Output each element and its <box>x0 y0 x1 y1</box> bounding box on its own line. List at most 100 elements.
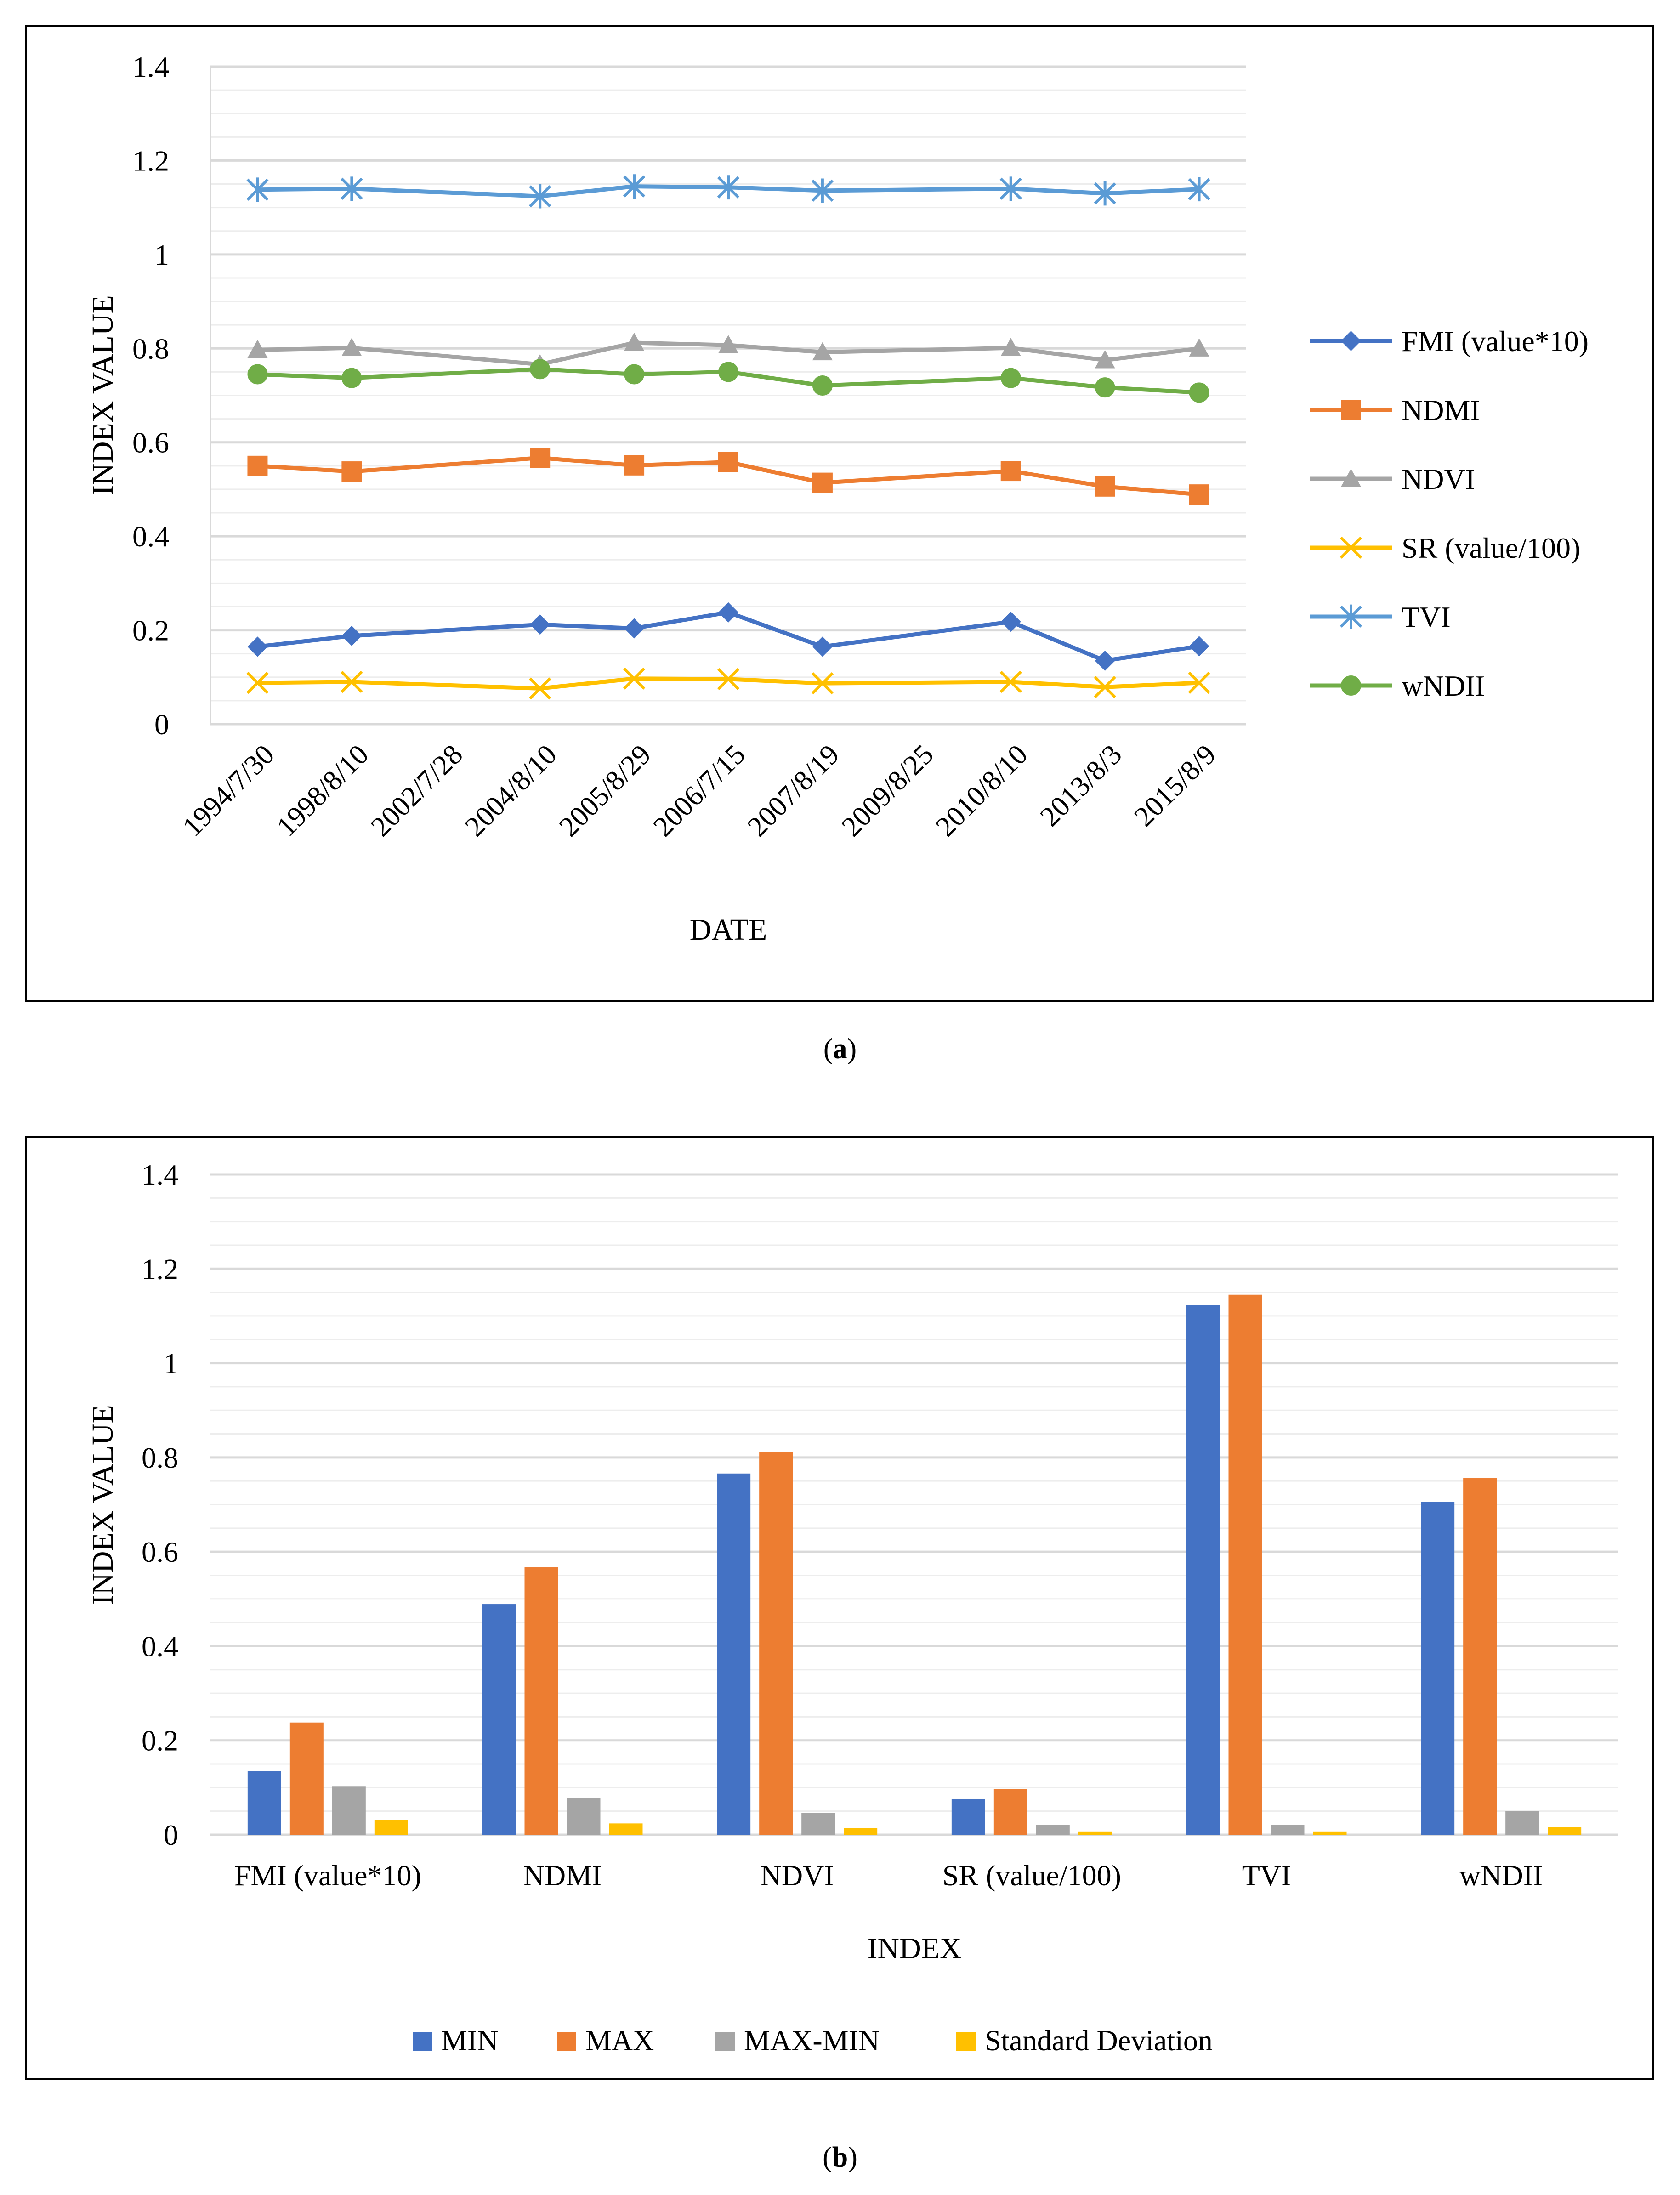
bar-min <box>717 1473 751 1835</box>
legend-marker <box>1341 400 1361 420</box>
figure-b-frame <box>25 1136 1654 2080</box>
data-point-wndii <box>1000 368 1021 388</box>
legend-item-ndvi: NDVI <box>1310 463 1475 495</box>
data-point-sr-value-100 <box>717 668 740 690</box>
legend-item-sr-value-100: SR (value/100) <box>1310 532 1580 564</box>
legend-item-max-min: MAX-MIN <box>715 2024 880 2057</box>
data-point-ndmi <box>1189 484 1209 505</box>
bar-max <box>993 1789 1027 1835</box>
data-point-sr-value-100 <box>341 670 363 693</box>
bar-group-sr-value-100 <box>951 1789 1112 1835</box>
x-axis-title: INDEX <box>867 1932 961 1965</box>
bar-max-min <box>332 1786 366 1835</box>
y-tick-label: 0.4 <box>132 520 169 553</box>
x-axis-title: DATE <box>690 913 767 947</box>
data-point-fmi-value-10 <box>1095 651 1115 671</box>
data-point-fmi-value-10 <box>341 625 362 646</box>
data-point-fmi-value-10 <box>1000 612 1021 632</box>
bar-max <box>1463 1478 1497 1835</box>
data-point-sr-value-100 <box>1094 676 1116 698</box>
data-point-wndii <box>530 359 551 380</box>
data-point-ndvi <box>341 338 362 356</box>
bar-min <box>951 1798 985 1835</box>
series-tvi <box>246 174 1210 209</box>
y-tick-label: 1.4 <box>142 1158 178 1191</box>
data-point-fmi-value-10 <box>1189 636 1209 657</box>
legend-marker <box>1341 331 1361 351</box>
data-point-ndvi <box>1095 350 1115 369</box>
data-point-sr-value-100 <box>1188 671 1210 694</box>
bar-max <box>289 1722 324 1835</box>
legend-label: FMI (value*10) <box>1402 325 1589 357</box>
data-point-tvi <box>341 176 363 201</box>
data-point-ndmi <box>247 455 268 476</box>
legend-item-ndmi: NDMI <box>1310 394 1480 426</box>
bar-min <box>1186 1305 1220 1835</box>
bar-group-ndvi <box>717 1452 878 1835</box>
data-point-wndii <box>624 364 645 385</box>
y-tick-label: 1.2 <box>142 1253 178 1285</box>
bar-max <box>1228 1294 1262 1835</box>
legend-item-standard-deviation: Standard Deviation <box>956 2024 1213 2057</box>
data-point-ndmi <box>624 455 645 476</box>
bar-max-min <box>1036 1825 1070 1835</box>
legend-label: wNDII <box>1402 669 1485 702</box>
data-point-wndii <box>247 364 268 385</box>
bar-standard-deviation <box>374 1820 408 1835</box>
legend: FMI (value*10) NDMI NDVI SR (value/100) TVI w… <box>1310 325 1589 702</box>
series-wndii <box>247 359 1209 403</box>
y-tick-label: 0 <box>154 708 169 741</box>
data-point-ndvi <box>812 342 833 361</box>
y-tick-label: 0.8 <box>132 332 169 365</box>
legend-marker <box>1341 675 1361 696</box>
data-point-ndmi <box>1095 476 1115 497</box>
legend-label: NDVI <box>1402 463 1475 495</box>
data-point-sr-value-100 <box>623 667 646 690</box>
bar-standard-deviation <box>844 1828 878 1835</box>
bar-max-min <box>801 1813 835 1835</box>
gridlines <box>210 1173 1618 1836</box>
legend-label: Standard Deviation <box>985 2024 1213 2057</box>
legend-swatch <box>715 2032 735 2051</box>
bar-max-min <box>1505 1811 1539 1835</box>
data-point-wndii <box>1189 382 1209 403</box>
bar-chart-b: 0 0.2 0.4 0.6 0.8 1 1.2 1.4 FMI (value*10) NDMI ND… <box>86 1158 1618 2057</box>
series-fmi-value-10 <box>247 602 1209 671</box>
data-point-tvi <box>717 175 740 200</box>
data-point-fmi-value-10 <box>812 636 833 657</box>
data-point-tvi <box>246 177 269 202</box>
data-point-tvi <box>999 176 1022 201</box>
data-point-tvi <box>1094 181 1116 206</box>
legend-label: MAX-MIN <box>744 2024 880 2057</box>
data-point-wndii <box>812 375 833 396</box>
legend-swatch <box>413 2032 432 2051</box>
x-tick-label: SR (value/100) <box>942 1859 1121 1892</box>
caption-b: (b) <box>823 2142 857 2173</box>
bar-group-fmi-value-10 <box>247 1722 408 1835</box>
data-point-sr-value-100 <box>246 671 269 694</box>
bar-standard-deviation <box>1313 1831 1347 1835</box>
x-tick-label: wNDII <box>1459 1859 1543 1892</box>
bar-max-min <box>1271 1825 1305 1835</box>
data-point-ndvi <box>247 340 268 358</box>
y-tick-label: 0.6 <box>132 426 169 459</box>
x-tick-label: NDVI <box>761 1859 834 1892</box>
series-sr-value-100 <box>246 667 1210 700</box>
y-tick-label: 1.4 <box>132 51 169 83</box>
legend-label: MIN <box>441 2024 498 2057</box>
data-point-ndvi <box>1189 338 1209 357</box>
line-chart-a: 00.20.40.60.811.21.41994/7/301998/8/1020… <box>86 51 1589 947</box>
data-point-ndmi <box>530 448 551 468</box>
legend-swatch <box>956 2032 976 2051</box>
bar-standard-deviation <box>1548 1827 1582 1835</box>
data-point-tvi <box>1188 177 1210 202</box>
y-tick-label: 0.2 <box>142 1724 178 1757</box>
bar-min <box>482 1604 516 1835</box>
x-tick-label: NDMI <box>523 1859 602 1892</box>
y-tick-label: 0 <box>164 1819 178 1851</box>
legend-marker <box>1339 536 1362 559</box>
y-tick-label: 0.8 <box>142 1441 178 1474</box>
data-point-ndmi <box>341 461 362 482</box>
legend-item-tvi: TVI <box>1310 601 1451 633</box>
legend-item-wndii: wNDII <box>1310 669 1485 702</box>
